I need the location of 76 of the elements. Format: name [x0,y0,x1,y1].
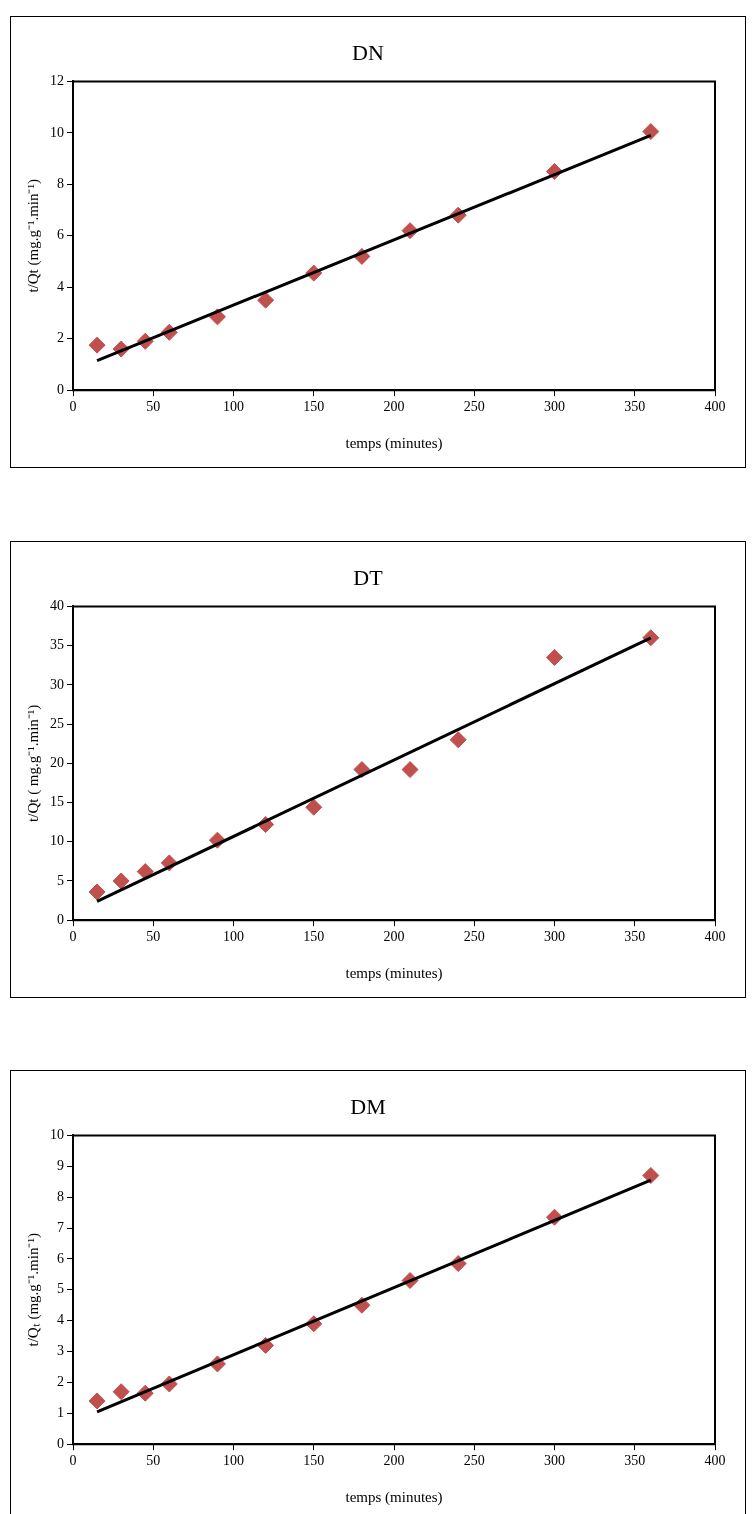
y-tick-label: 25 [50,715,64,731]
x-tick-label: 300 [544,929,565,945]
x-tick-label: 300 [544,399,565,415]
x-tick-label: 150 [303,399,325,415]
y-tick-label: 15 [50,794,64,810]
point [88,336,106,354]
y-tick-label: 2 [57,330,64,346]
x-tick-label: 150 [303,1453,325,1469]
point [449,731,467,749]
y-tick-label: 3 [57,1343,64,1359]
chart-title: DT [353,564,384,590]
x-tick-label: 0 [69,929,77,945]
x-tick-label: 250 [463,1453,485,1469]
x-tick-label: 400 [704,1453,726,1469]
x-tick-label: 100 [223,399,244,415]
x-tick-label: 50 [146,399,161,415]
x-tick-label: 0 [69,399,77,415]
y-axis-title: t/Qt (mg.g⁻¹.min⁻¹) [24,179,42,293]
x-axis-title: temps (minutes) [345,964,443,982]
point [257,291,275,309]
y-tick-label: 35 [50,637,64,653]
y-tick-label: 8 [57,176,64,192]
y-tick-label: 30 [50,676,64,692]
y-tick-label: 9 [57,1157,64,1173]
y-axis-title: t/Qt ( mg.g⁻¹.min⁻¹) [24,704,42,822]
point [88,1392,106,1410]
y-tick-label: 6 [57,1250,64,1266]
x-tick-label: 400 [704,929,726,945]
x-tick-label: 50 [146,929,161,945]
x-tick-label: 400 [704,399,726,415]
x-tick-label: 350 [624,929,646,945]
x-tick-label: 50 [146,1453,161,1469]
y-tick-label: 0 [57,381,64,397]
chart-title: DN [352,39,384,65]
y-tick-label: 10 [50,124,64,140]
x-tick-label: 350 [624,1453,646,1469]
y-tick-label: 0 [57,911,64,927]
x-tick-label: 200 [383,929,405,945]
x-tick-label: 350 [624,399,646,415]
y-tick-label: 40 [50,598,64,614]
y-tick-label: 2 [57,1374,64,1390]
y-tick-label: 4 [57,1312,64,1328]
x-tick-label: 200 [383,399,405,415]
y-tick-label: 12 [50,73,64,89]
y-tick-label: 10 [50,1127,64,1143]
chart-title: DM [350,1093,386,1119]
point [136,863,154,881]
y-tick-label: 8 [57,1188,64,1204]
x-axis-title: temps (minutes) [345,1488,443,1506]
x-tick-label: 100 [223,1453,244,1469]
point [112,872,130,890]
x-axis-title: temps (minutes) [345,434,443,452]
x-tick-label: 200 [383,1453,405,1469]
point [305,798,323,816]
y-tick-label: 6 [57,227,64,243]
x-tick-label: 250 [463,929,485,945]
point [642,1167,660,1185]
point [112,1383,130,1401]
x-tick-label: 300 [544,1453,565,1469]
y-tick-label: 1 [57,1404,64,1420]
point [546,648,563,666]
x-tick-label: 250 [463,399,485,415]
y-tick-label: 20 [50,754,64,770]
point [642,123,660,141]
y-tick-label: 7 [57,1219,64,1235]
y-tick-label: 5 [57,1281,64,1297]
y-tick-label: 10 [50,833,64,849]
point [88,883,106,901]
y-axis-title: t/Qₜ (mg.g⁻¹.min⁻¹) [24,1233,42,1347]
y-tick-label: 0 [57,1435,64,1451]
y-tick-label: 5 [57,872,64,888]
point [401,761,419,779]
y-tick-label: 4 [57,278,64,294]
x-tick-label: 0 [69,1453,77,1469]
x-tick-label: 150 [303,929,325,945]
x-tick-label: 100 [223,929,244,945]
